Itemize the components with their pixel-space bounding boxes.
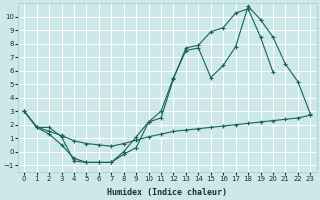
X-axis label: Humidex (Indice chaleur): Humidex (Indice chaleur) [107, 188, 227, 197]
